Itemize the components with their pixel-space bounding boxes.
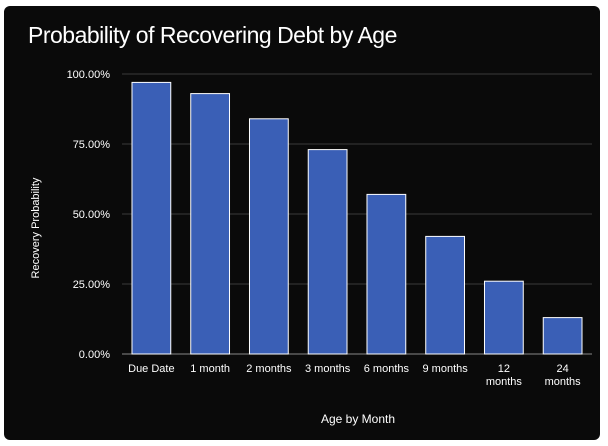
- bar: [483, 280, 524, 355]
- x-tick-label: 9 months: [423, 363, 469, 375]
- y-tick-label: 75.00%: [73, 139, 111, 151]
- bar: [307, 149, 348, 355]
- x-tick-label: 1 month: [190, 363, 230, 375]
- x-tick-label: 6 months: [364, 363, 410, 375]
- bar: [542, 317, 583, 355]
- x-tick-label: Due Date: [128, 363, 174, 375]
- x-tick-label: 2 months: [246, 363, 292, 375]
- x-tick-label: 24 months: [545, 363, 582, 388]
- x-tick-label: 12 months: [486, 363, 523, 388]
- x-axis-label: Age by Month: [320, 412, 396, 426]
- y-tick-label: 50.00%: [73, 209, 111, 221]
- x-tick-label: 3 months: [305, 363, 351, 375]
- bar: [425, 235, 466, 355]
- bar: [248, 118, 289, 355]
- chart-card: [4, 6, 600, 440]
- y-tick-label: 0.00%: [79, 349, 110, 361]
- y-tick-label: 25.00%: [73, 279, 111, 291]
- y-tick-label: 100.00%: [67, 69, 111, 81]
- bar: [131, 81, 172, 355]
- chart-title: Probability of Recovering Debt by Age: [28, 22, 397, 48]
- bar: [190, 93, 231, 355]
- bar: [366, 193, 407, 355]
